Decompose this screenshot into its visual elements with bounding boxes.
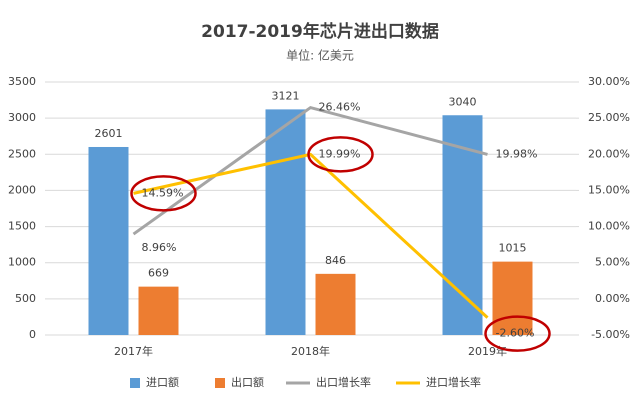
y-tick-label: 2500 — [8, 147, 36, 160]
line-value-label: 19.98% — [496, 147, 538, 160]
line-value-label: 26.46% — [319, 101, 361, 114]
y-tick-label: 0 — [29, 328, 36, 341]
y2-tick-label: 30.00% — [588, 75, 630, 88]
x-tick-label: 2019年 — [468, 344, 507, 358]
line-value-label: -2.60% — [496, 327, 535, 340]
highlight-circle — [307, 136, 374, 173]
y-tick-label: 1000 — [8, 256, 36, 269]
y-tick-label: 500 — [15, 292, 36, 305]
y-tick-label: 3000 — [8, 111, 36, 124]
chart-subtitle: 单位: 亿美元 — [286, 48, 354, 63]
legend-label: 出口额 — [231, 375, 264, 389]
legend-label: 进口额 — [146, 376, 179, 389]
y2-tick-label: 10.00% — [588, 220, 630, 233]
chart-title: 2017-2019年芯片进出口数据 — [201, 21, 439, 42]
bar-value-label: 669 — [148, 267, 169, 280]
y-tick-label: 3500 — [8, 75, 36, 88]
bar — [315, 273, 356, 335]
line — [133, 152, 489, 319]
bar-value-label: 846 — [325, 254, 346, 267]
legend-swatch — [130, 378, 140, 388]
bar-value-label: 3040 — [449, 95, 477, 108]
y2-tick-label: 20.00% — [588, 147, 630, 160]
bar — [138, 286, 179, 335]
x-tick-label: 2018年 — [291, 344, 330, 358]
x-tick-label: 2017年 — [114, 344, 153, 358]
line-value-label: 8.96% — [142, 241, 177, 254]
y2-tick-label: 0.00% — [595, 292, 630, 305]
legend-swatch — [215, 378, 225, 388]
bar-value-label: 1015 — [499, 242, 527, 255]
y2-tick-label: -5.00% — [591, 328, 630, 341]
y-tick-label: 2000 — [8, 183, 36, 196]
legend-label: 出口增长率 — [316, 375, 371, 389]
bar — [265, 109, 306, 335]
line-value-label: 19.99% — [319, 147, 361, 160]
highlight-circle — [130, 175, 197, 212]
bar — [88, 146, 129, 335]
highlight-circle — [484, 315, 551, 352]
bar — [492, 261, 533, 335]
bar-value-label: 2601 — [95, 127, 123, 140]
y2-tick-label: 15.00% — [588, 183, 630, 196]
line — [132, 105, 488, 236]
line-value-label: 14.59% — [142, 186, 184, 199]
y-tick-label: 1500 — [8, 220, 36, 233]
y2-tick-label: 5.00% — [595, 256, 630, 269]
legend-label: 进口增长率 — [426, 375, 481, 389]
bar-value-label: 3121 — [272, 89, 300, 102]
y2-tick-label: 25.00% — [588, 111, 630, 124]
